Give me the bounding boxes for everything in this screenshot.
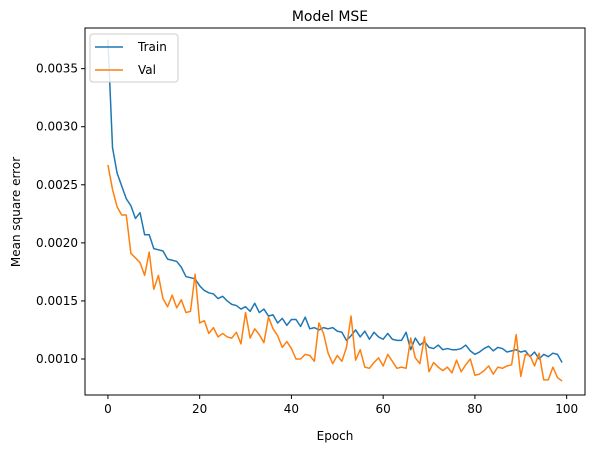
x-axis-label: Epoch [317, 429, 354, 443]
y-tick-label: 0.0025 [36, 178, 78, 192]
y-tick-label: 0.0030 [36, 120, 78, 134]
legend-label-val: Val [138, 63, 156, 77]
legend: Train Val [89, 33, 179, 83]
y-tick-label: 0.0010 [36, 352, 78, 366]
axis-ticks: 0 20 40 60 80 100 0.0010 0.0015 0.0020 0.0025 0.00… [36, 62, 578, 416]
x-tick-label: 100 [555, 402, 578, 416]
y-tick-label: 0.0020 [36, 236, 78, 250]
y-tick-label: 0.0015 [36, 294, 78, 308]
x-tick-label: 0 [104, 402, 112, 416]
x-tick-label: 20 [192, 402, 207, 416]
plot-frame [84, 27, 586, 396]
series-line-val [107, 164, 563, 382]
legend-label-train: Train [137, 40, 167, 54]
chart-title: Model MSE [292, 9, 368, 25]
y-tick-label: 0.0035 [36, 62, 78, 76]
x-tick-label: 60 [376, 402, 391, 416]
plot-area [107, 39, 563, 382]
x-tick-label: 40 [284, 402, 299, 416]
y-axis-label: Mean square error [9, 157, 23, 267]
x-tick-label: 80 [467, 402, 482, 416]
series-line-train [107, 39, 563, 363]
